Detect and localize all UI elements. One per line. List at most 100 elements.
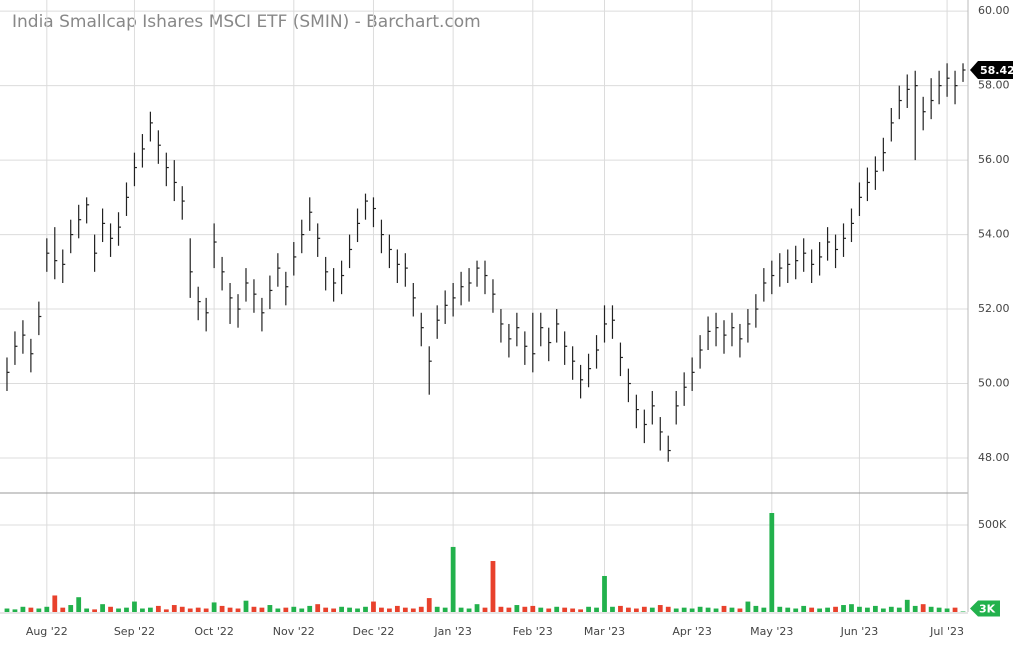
volume-bar: [124, 607, 129, 612]
volume-bar: [100, 604, 105, 612]
volume-bar: [681, 607, 687, 612]
y-tick-label: 56.00: [978, 153, 1010, 166]
y-tick-label: 50.00: [978, 377, 1010, 390]
volume-bar: [618, 605, 623, 612]
volume-bar: [602, 575, 607, 612]
volume-bar: [641, 606, 647, 612]
volume-bar: [920, 604, 926, 612]
volume-bar: [904, 599, 910, 612]
volume-bar: [235, 608, 241, 612]
volume-bar: [626, 607, 631, 612]
volume-bar: [785, 607, 791, 612]
volume-bar: [697, 606, 703, 612]
volume-bar: [777, 606, 783, 612]
volume-bar: [554, 606, 560, 612]
volume-bar: [92, 609, 98, 612]
x-tick-label: Aug '22: [26, 625, 68, 638]
volume-bar: [155, 605, 161, 612]
volume-bar: [944, 608, 950, 612]
volume-bar: [179, 606, 185, 612]
x-tick-label: Sep '22: [114, 625, 155, 638]
volume-bar: [753, 605, 759, 612]
volume-bar: [450, 546, 456, 612]
x-tick-label: Dec '22: [353, 625, 395, 638]
volume-bar: [610, 606, 615, 612]
volume-bar: [211, 602, 217, 612]
volume-bar: [458, 607, 464, 612]
y-tick-label: 60.00: [978, 4, 1010, 17]
volume-bar: [163, 609, 169, 612]
volume-bar: [379, 607, 384, 612]
y-tick-label: 48.00: [978, 451, 1010, 464]
volume-bar: [12, 609, 18, 612]
volume-bar: [872, 605, 878, 612]
volume-bar: [514, 605, 520, 612]
volume-bar: [60, 607, 66, 612]
volume-bar: [689, 608, 695, 612]
volume-bar: [849, 604, 854, 612]
volume-bar: [865, 607, 870, 612]
last-volume-label: 3K: [979, 602, 996, 615]
volume-bar: [880, 608, 886, 612]
volume-bar: [283, 607, 289, 612]
volume-bar: [825, 607, 830, 612]
volume-bar: [76, 597, 82, 612]
x-tick-label: Jan '23: [433, 625, 471, 638]
volume-bar: [490, 561, 496, 612]
volume-bar: [936, 607, 942, 612]
volume-bar: [833, 606, 838, 612]
volume-bar: [538, 607, 544, 612]
x-tick-label: Oct '22: [194, 625, 234, 638]
volume-bar: [841, 605, 846, 612]
volume-bar: [761, 607, 767, 612]
y-tick-label: 500K: [978, 518, 1007, 531]
volume-bar: [347, 607, 352, 612]
volume-bar: [20, 606, 26, 612]
x-tick-label: Apr '23: [672, 625, 712, 638]
volume-bar: [410, 608, 416, 612]
volume-bar: [498, 606, 504, 612]
volume-bar: [44, 606, 50, 612]
last-volume-tag: [970, 600, 1000, 617]
volume-bar: [418, 606, 424, 612]
volume-bar: [729, 607, 735, 612]
volume-bar: [291, 606, 297, 612]
volume-bar: [171, 605, 177, 612]
volume-bar: [809, 607, 815, 612]
volume-bar: [219, 605, 225, 612]
x-tick-label: Jun '23: [840, 625, 879, 638]
volume-bar: [227, 607, 233, 612]
volume-bar: [4, 608, 10, 612]
volume-bar: [665, 606, 671, 612]
volume-bar: [108, 606, 113, 612]
volume-bar: [402, 607, 408, 612]
volume-bar: [673, 608, 679, 612]
chart-title: India Smallcap Ishares MSCI ETF (SMIN) -…: [12, 12, 481, 32]
volume-bar: [363, 606, 368, 612]
x-tick-label: Jul '23: [929, 625, 964, 638]
volume-bar: [793, 608, 799, 612]
volume-bar: [713, 608, 719, 612]
x-tick-label: Mar '23: [584, 625, 625, 638]
volume-bar: [633, 608, 639, 612]
volume-bar: [251, 606, 257, 612]
volume-bar: [649, 607, 655, 612]
volume-bar: [132, 601, 137, 612]
volume-bar: [474, 604, 480, 612]
volume-bar: [84, 608, 90, 612]
volume-bar: [315, 604, 321, 612]
volume-bar: [394, 605, 400, 612]
volume-bar: [928, 606, 934, 612]
volume-bar: [323, 607, 329, 612]
volume-bar: [952, 607, 958, 612]
volume-bar: [745, 601, 751, 612]
volume-bar: [801, 605, 807, 612]
volume-bar: [586, 606, 591, 612]
volume-bar: [243, 600, 249, 612]
volume-bar: [960, 611, 966, 612]
volume-bar: [147, 607, 153, 612]
volume-bar: [195, 607, 201, 612]
volume-bar: [187, 608, 193, 612]
x-tick-label: Nov '22: [273, 625, 315, 638]
